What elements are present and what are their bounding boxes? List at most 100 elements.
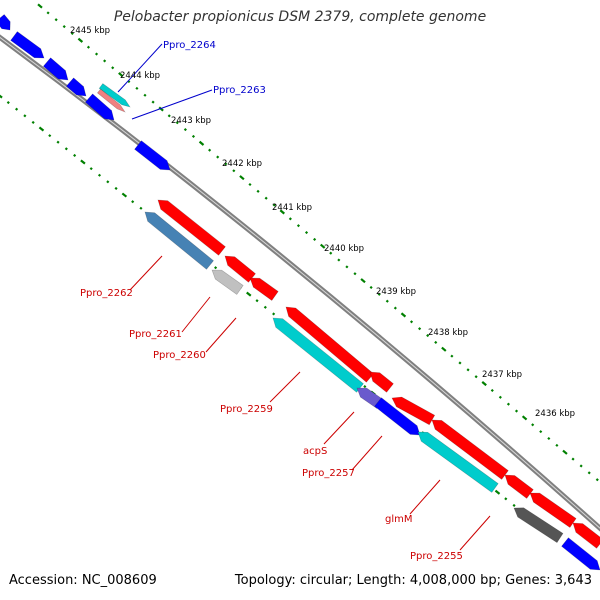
gene-blue-2[interactable] (10, 31, 45, 59)
scale-dot (319, 243, 326, 249)
gene-red-1[interactable] (157, 199, 226, 256)
genome-backbone-highlight (0, 36, 600, 529)
scale-dot (77, 37, 84, 43)
scale-dot (531, 423, 535, 427)
scale-dot (345, 265, 349, 269)
scale-dot (579, 464, 583, 468)
gene-darkgray-ppro-2255[interactable] (513, 507, 564, 544)
scale-dot (329, 251, 333, 255)
scale-dot (208, 148, 212, 152)
gene-red-2[interactable] (224, 255, 256, 283)
scale-dot (272, 203, 276, 207)
scale-dot (94, 52, 99, 56)
scale-dot (409, 320, 414, 324)
scale-dot (337, 258, 341, 262)
scale-dot (70, 31, 74, 36)
scale-dot (264, 196, 268, 200)
leader-ppro-2259 (269, 371, 301, 403)
gene-label-ppro-2261[interactable]: Ppro_2261 (129, 329, 182, 340)
tick-label-2444: 2444 kbp (120, 71, 160, 81)
gene-blue-1[interactable] (0, 14, 11, 31)
gene-blue-5[interactable] (134, 140, 171, 171)
gene-label-ppro-2255[interactable]: Ppro_2255 (410, 551, 463, 562)
scale-dot (15, 107, 19, 111)
leader-ppro-2261 (181, 296, 211, 333)
scale-dot (272, 312, 276, 316)
gene-cyan-ppro-2264[interactable] (98, 83, 131, 108)
gene-label-ppro-2260[interactable]: Ppro_2260 (153, 350, 206, 361)
gene-blue-ppro-2257[interactable] (374, 397, 421, 436)
scale-tick-labels: 2445 kbp 2444 kbp 2443 kbp 2442 kbp 2441… (70, 26, 575, 419)
scale-dot (547, 436, 551, 441)
tick-label-2438: 2438 kbp (428, 328, 468, 338)
scale-dot (434, 340, 438, 344)
gene-blue-ppro-2263[interactable] (84, 93, 115, 121)
scale-dot (521, 415, 528, 421)
scale-dot (151, 100, 155, 104)
scale-dot (0, 94, 3, 99)
scale-dot (89, 167, 93, 171)
gene-red-4[interactable] (285, 306, 375, 383)
leader-ppro-2255 (459, 515, 491, 551)
scale-dot (256, 189, 260, 193)
scale-dot (183, 128, 187, 132)
map-title: Pelobacter propionicus DSM 2379, complet… (113, 9, 487, 25)
tick-label-2437: 2437 kbp (482, 370, 522, 380)
topology-text: Topology: circular; Length: 4,008,000 bp… (234, 573, 592, 588)
tick-label-2439: 2439 kbp (376, 287, 416, 297)
tick-label-2445: 2445 kbp (70, 26, 110, 36)
scale-dot (48, 134, 52, 138)
gene-label-ppro-2264[interactable]: Ppro_2264 (163, 40, 216, 51)
scale-dot (393, 306, 397, 310)
gene-label-ppro-2263[interactable]: Ppro_2263 (213, 85, 266, 96)
gene-pink-ppro-2264[interactable] (96, 88, 126, 113)
gene-red-8[interactable] (504, 474, 534, 499)
scale-dot (587, 471, 591, 475)
scale-dot (31, 120, 35, 124)
scale-dot (514, 409, 519, 413)
gene-cyan-ppro-2259[interactable] (272, 317, 364, 393)
scale-dot (106, 180, 110, 184)
gene-blue-4[interactable] (65, 77, 87, 97)
scale-dot (216, 155, 220, 159)
gene-label-glmm[interactable]: glmM (385, 514, 413, 525)
scale-dot (246, 291, 252, 297)
scale-dot (539, 430, 543, 434)
scale-dot (369, 285, 373, 290)
leader-acps (323, 411, 355, 445)
gene-blue-3[interactable] (42, 57, 69, 81)
scale-dot (224, 162, 228, 166)
scale-dot (555, 443, 559, 447)
gene-label-ppro-2262[interactable]: Ppro_2262 (80, 288, 133, 299)
gene-steel-ppro-2262[interactable] (144, 211, 214, 270)
scale-dot (353, 272, 357, 276)
leader-ppro-2257 (351, 435, 383, 471)
scale-dot (214, 266, 218, 270)
scale-dot (304, 230, 309, 235)
scale-dot (198, 140, 205, 146)
scale-dot (360, 278, 366, 284)
scale-dot (377, 292, 381, 296)
scale-dot (73, 153, 77, 157)
gene-gray-ppro-2261[interactable] (211, 269, 244, 295)
scale-dot (97, 173, 102, 177)
scale-dot (80, 159, 86, 165)
scale-dot (494, 489, 501, 495)
scale-dot (143, 93, 147, 97)
gene-red-10[interactable] (572, 522, 600, 549)
scale-dot (62, 25, 66, 29)
gene-red-3[interactable] (249, 277, 279, 301)
scale-dot (37, 3, 43, 9)
gene-blue-6[interactable] (561, 537, 600, 571)
gene-label-ppro-2259[interactable]: Ppro_2259 (220, 404, 273, 415)
scale-dot (279, 209, 285, 215)
gene-label-ppro-2257[interactable]: Ppro_2257 (302, 468, 355, 479)
scale-dot (296, 224, 301, 228)
gene-red-5[interactable] (369, 371, 394, 393)
gene-cyan-glmm[interactable] (417, 431, 499, 493)
scale-dot (263, 305, 267, 309)
gene-track (0, 14, 600, 571)
gene-label-acps[interactable]: acpS (303, 446, 327, 457)
leader-ppro-2264 (117, 43, 163, 93)
genome-backbone (0, 34, 600, 532)
